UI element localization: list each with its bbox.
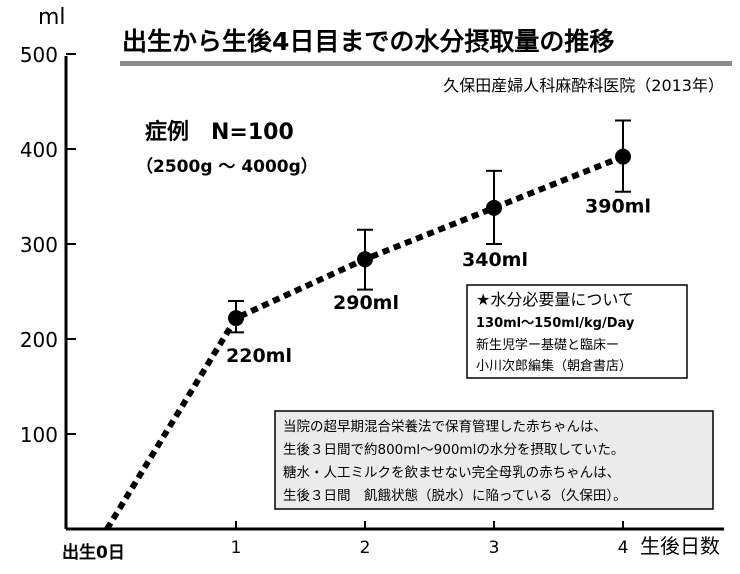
y-tick-label: 400 (20, 138, 58, 162)
title-underline (120, 61, 732, 66)
note-line-3: 糖水・人工ミルクを飲ませない完全母乳の赤ちゃんは、 (283, 464, 620, 481)
requirement-title: ★水分必要量について (476, 290, 634, 309)
source-label: 久保田産婦人科麻酔科医院（2013年） (443, 76, 724, 95)
data-label: 390ml (585, 196, 651, 218)
data-label: 220ml (226, 345, 292, 367)
y-tick-label: 100 (20, 423, 58, 447)
note-line-4: 生後３日間 飢餓状態（脱水）に陥っている（久保田）。 (283, 487, 627, 504)
requirement-ref1: 新生児学ー基礎と臨床ー (476, 337, 619, 353)
note-line-1: 当院の超早期混合栄養法で保育管理した赤ちゃんは、 (283, 418, 607, 435)
x-tick-label: 1 (231, 538, 242, 558)
y-tick-label: 500 (20, 43, 58, 67)
data-point (615, 148, 631, 165)
y-tick-label: 300 (20, 233, 58, 257)
note-line-2: 生後３日間で約800ml～900mlの水分を摂取していた。 (283, 442, 624, 458)
data-label: 290ml (333, 292, 399, 314)
note-box: 当院の超早期混合栄養法で保育管理した赤ちゃんは、 生後３日間で約800ml～90… (274, 410, 714, 510)
x-tick-label: 2 (360, 538, 371, 558)
x-origin-label: 出生0日 (62, 542, 125, 563)
chart-title: 出生から生後4日目までの水分摂取量の推移 (122, 27, 614, 56)
x-tick-label: 3 (489, 538, 500, 558)
x-tick-label: 4 (618, 538, 629, 558)
data-point (228, 310, 244, 327)
data-point (357, 251, 373, 268)
requirement-box: ★水分必要量について 130ml～150ml/kg/Day 新生児学ー基礎と臨床… (466, 284, 688, 379)
data-point (486, 199, 502, 216)
note-box-frame (274, 410, 714, 510)
y-axis-unit: ml (38, 5, 66, 30)
requirement-ref2: 小川次郎編集（朝倉書店） (476, 358, 632, 374)
case-range: （2500g ～ 4000g） (136, 156, 318, 177)
case-title: 症例 N=100 (145, 119, 294, 145)
y-tick-label: 200 (20, 328, 58, 352)
requirement-value: 130ml～150ml/kg/Day (476, 316, 635, 331)
data-label: 340ml (462, 249, 528, 271)
x-axis-label: 生後日数 (640, 534, 720, 558)
requirement-box-frame (466, 284, 688, 379)
